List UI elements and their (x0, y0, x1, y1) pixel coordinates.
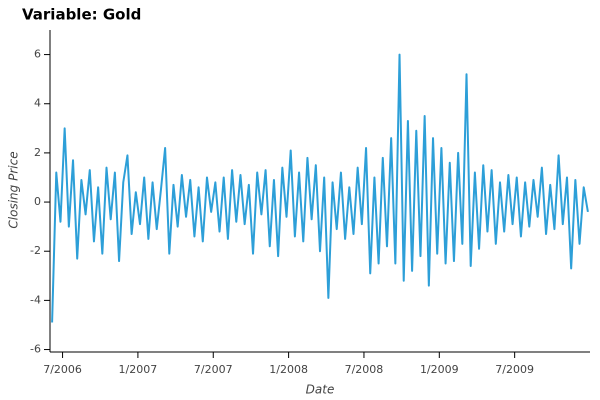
x-tick-label: 7/2007 (194, 363, 233, 376)
y-tick-label: 6 (34, 48, 41, 61)
x-tick-label: 7/2008 (345, 363, 384, 376)
y-tick-label: 4 (34, 97, 41, 110)
x-tick-label: 1/2007 (119, 363, 158, 376)
x-tick-label: 1/2009 (420, 363, 459, 376)
y-tick-label: -6 (30, 343, 41, 356)
chart-title: Variable: Gold (22, 6, 141, 24)
y-tick-label: -4 (30, 293, 41, 306)
x-tick-label: 1/2008 (269, 363, 308, 376)
y-tick-label: 0 (34, 195, 41, 208)
x-tick-label: 7/2009 (495, 363, 534, 376)
line-series (51, 53, 589, 323)
y-tick-label: -2 (30, 244, 41, 257)
x-axis-label: Date (306, 383, 335, 397)
x-tick-label: 7/2006 (43, 363, 82, 376)
y-axis-label: Closing Price (7, 151, 21, 228)
y-tick-label: 2 (34, 146, 41, 159)
